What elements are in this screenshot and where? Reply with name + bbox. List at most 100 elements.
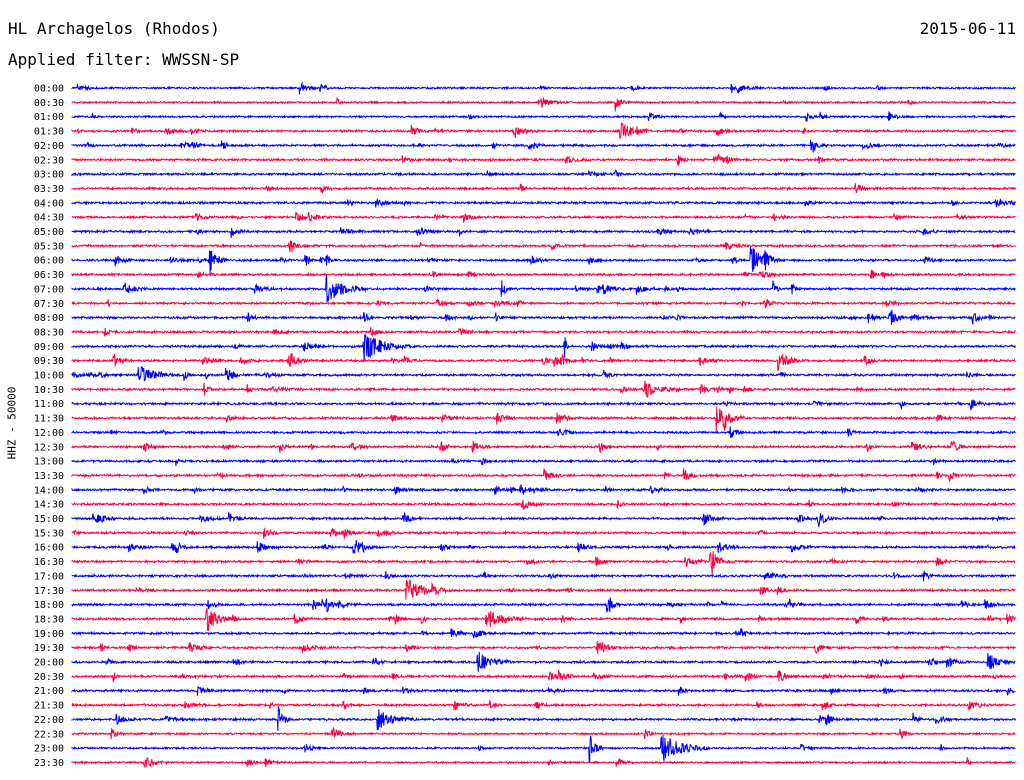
trace-line: [71, 169, 1016, 178]
trace-label: 19:30: [34, 643, 64, 654]
trace-line: [71, 198, 1016, 208]
trace-label: 05:30: [34, 241, 64, 252]
trace-label: 00:30: [34, 98, 64, 109]
trace-line: [71, 457, 1016, 466]
trace-line: [71, 726, 1016, 740]
trace-line: [71, 700, 1016, 711]
trace-line: [71, 406, 1016, 433]
trace-label: 01:00: [34, 112, 64, 123]
trace-line: [71, 641, 1016, 655]
trace-line: [71, 246, 1016, 274]
trace-label: 22:30: [34, 729, 64, 740]
trace-label: 08:00: [34, 313, 64, 324]
trace-line: [71, 327, 1016, 338]
trace-label: 19:00: [34, 629, 64, 640]
trace-line: [71, 122, 1016, 140]
trace-label: 17:00: [34, 571, 64, 582]
trace-label: 00:00: [34, 84, 64, 95]
trace-line: [71, 211, 1016, 224]
trace-line: [71, 499, 1016, 510]
trace-line: [71, 706, 1016, 731]
trace-line: [71, 240, 1016, 253]
trace-label: 22:00: [34, 715, 64, 726]
trace-label: 16:30: [34, 557, 64, 568]
trace-line: [71, 628, 1016, 639]
trace-line: [71, 183, 1016, 195]
trace-label: 12:00: [34, 428, 64, 439]
trace-label: 03:30: [34, 184, 64, 195]
trace-label: 21:00: [34, 686, 64, 697]
trace-label: 23:30: [34, 758, 64, 769]
trace-line: [71, 570, 1016, 582]
trace-label: 14:30: [34, 500, 64, 511]
trace-label: 06:00: [34, 256, 64, 267]
trace-line: [71, 607, 1016, 631]
trace-label: 15:00: [34, 514, 64, 525]
trace-line: [71, 269, 1016, 279]
trace-label: 09:00: [34, 342, 64, 353]
filter-label: Applied filter: WWSSN-SP: [8, 50, 240, 69]
trace-label: 13:00: [34, 457, 64, 468]
trace-label: 18:00: [34, 600, 64, 611]
trace-line: [71, 527, 1016, 540]
trace-label: 04:30: [34, 213, 64, 224]
trace-label: 21:30: [34, 701, 64, 712]
trace-label: 20:30: [34, 672, 64, 683]
trace-line: [71, 539, 1016, 555]
trace-label: 07:00: [34, 284, 64, 295]
trace-label: 03:00: [34, 170, 64, 181]
trace-label: 06:30: [34, 270, 64, 281]
trace-line: [71, 309, 1016, 325]
trace-line: [71, 153, 1016, 167]
trace-label: 17:30: [34, 586, 64, 597]
station-title: HL Archagelos (Rhodos): [8, 19, 220, 38]
trace-line: [71, 756, 1016, 769]
trace-line: [71, 511, 1016, 528]
trace-label: 07:30: [34, 299, 64, 310]
trace-line: [71, 298, 1016, 309]
trace-line: [71, 550, 1016, 575]
trace-label: 14:00: [34, 485, 64, 496]
trace-line: [71, 669, 1016, 682]
trace-line: [71, 380, 1016, 398]
trace-line: [71, 484, 1016, 496]
trace-label: 08:30: [34, 327, 64, 338]
trace-label: 02:00: [34, 141, 64, 152]
trace-line: [71, 439, 1016, 455]
trace-line: [71, 226, 1016, 238]
trace-label: 04:00: [34, 198, 64, 209]
trace-line: [71, 111, 1016, 122]
trace-label: 12:30: [34, 442, 64, 453]
trace-line: [71, 139, 1016, 153]
trace-label: 16:00: [34, 543, 64, 554]
trace-label: 09:30: [34, 356, 64, 367]
trace-label: 13:30: [34, 471, 64, 482]
trace-line: [71, 578, 1016, 600]
trace-line: [71, 426, 1016, 439]
trace-label: 05:00: [34, 227, 64, 238]
trace-line: [71, 97, 1016, 112]
trace-line: [71, 353, 1016, 372]
trace-label: 23:00: [34, 744, 64, 755]
trace-line: [71, 597, 1016, 613]
trace-label: 15:30: [34, 528, 64, 539]
trace-label: 10:00: [34, 371, 64, 382]
trace-label: 01:30: [34, 127, 64, 138]
trace-line: [71, 365, 1016, 382]
date-label: 2015-06-11: [919, 19, 1016, 38]
trace-line: [71, 651, 1016, 672]
trace-line: [71, 334, 1016, 362]
trace-label: 10:30: [34, 385, 64, 396]
trace-line: [71, 685, 1016, 696]
trace-line: [71, 735, 1016, 764]
trace-label: 20:00: [34, 658, 64, 669]
trace-label: 02:30: [34, 155, 64, 166]
trace-label: 11:00: [34, 399, 64, 410]
trace-label: 11:30: [34, 414, 64, 425]
trace-label: 18:30: [34, 614, 64, 625]
trace-line: [71, 399, 1016, 411]
trace-line: [71, 274, 1016, 302]
trace-line: [71, 81, 1016, 95]
trace-line: [71, 468, 1016, 483]
